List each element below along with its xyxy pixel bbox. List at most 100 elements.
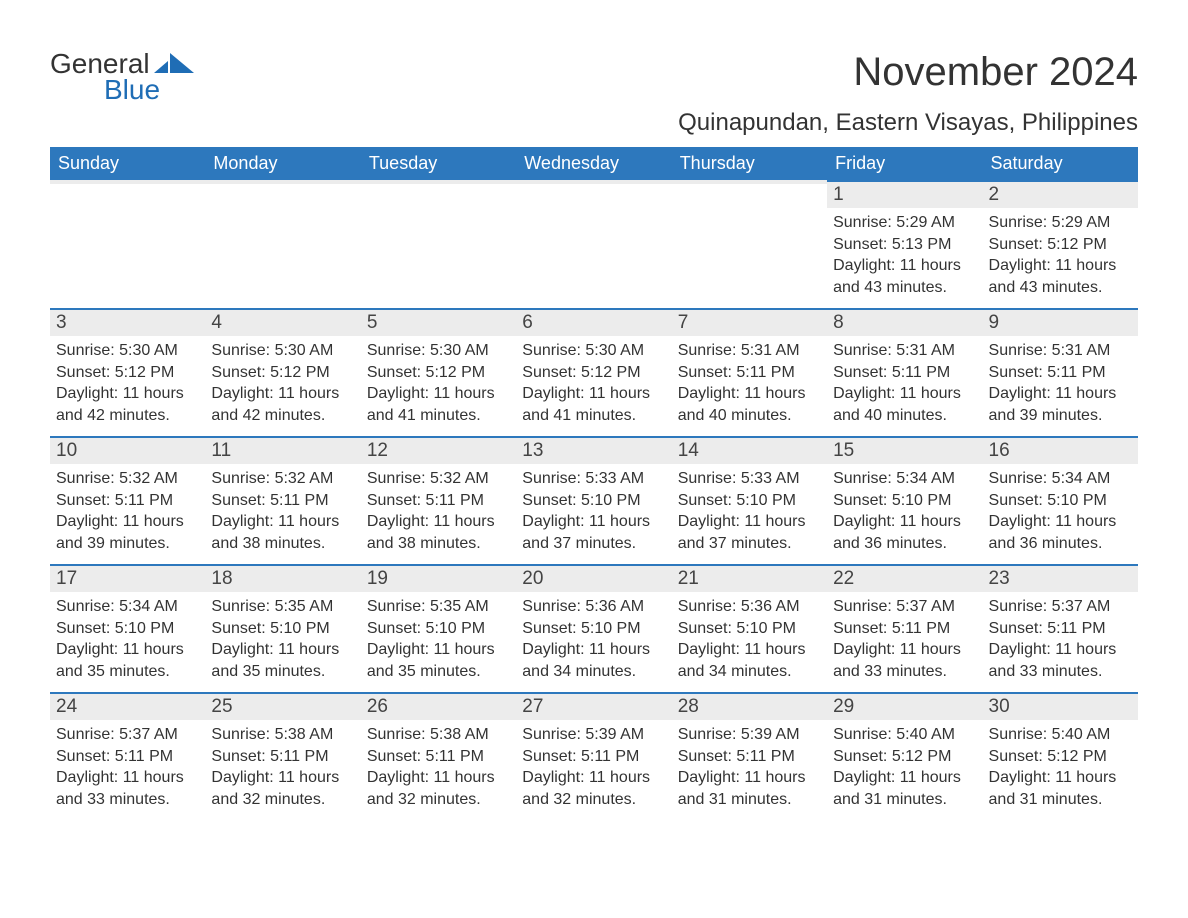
calendar-day-cell: 8Sunrise: 5:31 AMSunset: 5:11 PMDaylight… [827,308,982,436]
day-number: 11 [205,436,360,464]
weekday-header-row: Sunday Monday Tuesday Wednesday Thursday… [50,147,1138,180]
sunrise-text: Sunrise: 5:37 AM [833,596,976,618]
daylight-text: Daylight: 11 hours and 41 minutes. [522,383,665,426]
sunset-text: Sunset: 5:11 PM [989,618,1132,640]
sunrise-text: Sunrise: 5:30 AM [56,340,199,362]
day-number: 1 [827,180,982,208]
calendar-day-cell [361,180,516,308]
weekday-header: Friday [827,147,982,180]
sunset-text: Sunset: 5:11 PM [211,490,354,512]
sunset-text: Sunset: 5:12 PM [989,746,1132,768]
calendar-day-cell: 11Sunrise: 5:32 AMSunset: 5:11 PMDayligh… [205,436,360,564]
logo-word2: Blue [50,76,194,104]
day-details: Sunrise: 5:36 AMSunset: 5:10 PMDaylight:… [672,592,827,688]
sunrise-text: Sunrise: 5:31 AM [833,340,976,362]
day-number [672,180,827,184]
daylight-text: Daylight: 11 hours and 35 minutes. [367,639,510,682]
sunrise-text: Sunrise: 5:29 AM [833,212,976,234]
day-details: Sunrise: 5:34 AMSunset: 5:10 PMDaylight:… [983,464,1138,560]
day-details: Sunrise: 5:33 AMSunset: 5:10 PMDaylight:… [672,464,827,560]
daylight-text: Daylight: 11 hours and 33 minutes. [56,767,199,810]
calendar-week-row: 24Sunrise: 5:37 AMSunset: 5:11 PMDayligh… [50,692,1138,820]
calendar-day-cell: 29Sunrise: 5:40 AMSunset: 5:12 PMDayligh… [827,692,982,820]
day-details: Sunrise: 5:38 AMSunset: 5:11 PMDaylight:… [205,720,360,816]
sunset-text: Sunset: 5:10 PM [678,618,821,640]
sunset-text: Sunset: 5:12 PM [833,746,976,768]
calendar-day-cell: 26Sunrise: 5:38 AMSunset: 5:11 PMDayligh… [361,692,516,820]
daylight-text: Daylight: 11 hours and 43 minutes. [833,255,976,298]
sunrise-text: Sunrise: 5:37 AM [989,596,1132,618]
day-number: 8 [827,308,982,336]
sunrise-text: Sunrise: 5:34 AM [833,468,976,490]
sunrise-text: Sunrise: 5:32 AM [211,468,354,490]
day-number: 21 [672,564,827,592]
daylight-text: Daylight: 11 hours and 40 minutes. [833,383,976,426]
sunset-text: Sunset: 5:12 PM [211,362,354,384]
calendar-day-cell: 4Sunrise: 5:30 AMSunset: 5:12 PMDaylight… [205,308,360,436]
sunrise-text: Sunrise: 5:31 AM [989,340,1132,362]
calendar-day-cell: 7Sunrise: 5:31 AMSunset: 5:11 PMDaylight… [672,308,827,436]
sunrise-text: Sunrise: 5:30 AM [367,340,510,362]
daylight-text: Daylight: 11 hours and 42 minutes. [211,383,354,426]
day-details: Sunrise: 5:34 AMSunset: 5:10 PMDaylight:… [50,592,205,688]
day-number [50,180,205,184]
sunset-text: Sunset: 5:11 PM [522,746,665,768]
daylight-text: Daylight: 11 hours and 37 minutes. [678,511,821,554]
day-details: Sunrise: 5:36 AMSunset: 5:10 PMDaylight:… [516,592,671,688]
day-details: Sunrise: 5:40 AMSunset: 5:12 PMDaylight:… [983,720,1138,816]
day-number: 22 [827,564,982,592]
sunrise-text: Sunrise: 5:32 AM [367,468,510,490]
calendar-day-cell: 17Sunrise: 5:34 AMSunset: 5:10 PMDayligh… [50,564,205,692]
day-number: 2 [983,180,1138,208]
sunset-text: Sunset: 5:11 PM [211,746,354,768]
sunrise-text: Sunrise: 5:38 AM [367,724,510,746]
day-details: Sunrise: 5:32 AMSunset: 5:11 PMDaylight:… [205,464,360,560]
sunrise-text: Sunrise: 5:29 AM [989,212,1132,234]
day-details: Sunrise: 5:30 AMSunset: 5:12 PMDaylight:… [50,336,205,432]
calendar-day-cell: 9Sunrise: 5:31 AMSunset: 5:11 PMDaylight… [983,308,1138,436]
calendar-day-cell: 10 Sunrise: 5:32 AMSunset: 5:11 PMDayligh… [50,436,205,564]
sunset-text: Sunset: 5:10 PM [367,618,510,640]
daylight-text: Daylight: 11 hours and 33 minutes. [833,639,976,682]
calendar-day-cell: 2Sunrise: 5:29 AMSunset: 5:12 PMDaylight… [983,180,1138,308]
sunrise-text: Sunrise: 5:36 AM [522,596,665,618]
location: Quinapundan, Eastern Visayas, Philippine… [678,109,1138,137]
sunrise-text: Sunrise: 5:40 AM [989,724,1132,746]
daylight-text: Daylight: 11 hours and 36 minutes. [833,511,976,554]
weekday-header: Monday [205,147,360,180]
day-details: Sunrise: 5:33 AMSunset: 5:10 PMDaylight:… [516,464,671,560]
daylight-text: Daylight: 11 hours and 34 minutes. [678,639,821,682]
day-details: Sunrise: 5:40 AMSunset: 5:12 PMDaylight:… [827,720,982,816]
daylight-text: Daylight: 11 hours and 31 minutes. [678,767,821,810]
weekday-header: Wednesday [516,147,671,180]
sunset-text: Sunset: 5:11 PM [56,746,199,768]
day-number: 10 [50,436,205,464]
daylight-text: Daylight: 11 hours and 43 minutes. [989,255,1132,298]
calendar-week-row: 17Sunrise: 5:34 AMSunset: 5:10 PMDayligh… [50,564,1138,692]
day-number: 13 [516,436,671,464]
sunset-text: Sunset: 5:13 PM [833,234,976,256]
day-details: Sunrise: 5:34 AMSunset: 5:10 PMDaylight:… [827,464,982,560]
sunrise-text: Sunrise: 5:34 AM [56,596,199,618]
calendar-week-row: 10Sunrise: 5:32 AMSunset: 5:11 PMDayligh… [50,436,1138,564]
day-details: Sunrise: 5:39 AMSunset: 5:11 PMDaylight:… [516,720,671,816]
day-number: 16 [983,436,1138,464]
day-number: 23 [983,564,1138,592]
sunset-text: Sunset: 5:11 PM [678,746,821,768]
day-details: Sunrise: 5:29 AMSunset: 5:12 PMDaylight:… [983,208,1138,304]
daylight-text: Daylight: 11 hours and 39 minutes. [56,511,199,554]
daylight-text: Daylight: 11 hours and 39 minutes. [989,383,1132,426]
calendar-day-cell: 5Sunrise: 5:30 AMSunset: 5:12 PMDaylight… [361,308,516,436]
day-details: Sunrise: 5:31 AMSunset: 5:11 PMDaylight:… [672,336,827,432]
day-details: Sunrise: 5:30 AMSunset: 5:12 PMDaylight:… [361,336,516,432]
sunset-text: Sunset: 5:12 PM [989,234,1132,256]
sunrise-text: Sunrise: 5:32 AM [56,468,199,490]
day-details: Sunrise: 5:32 AMSunset: 5:11 PMDaylight:… [361,464,516,560]
sunrise-text: Sunrise: 5:33 AM [678,468,821,490]
sunrise-text: Sunrise: 5:34 AM [989,468,1132,490]
day-details: Sunrise: 5:37 AMSunset: 5:11 PMDaylight:… [983,592,1138,688]
calendar-day-cell: 22Sunrise: 5:37 AMSunset: 5:11 PMDayligh… [827,564,982,692]
calendar-day-cell: 27Sunrise: 5:39 AMSunset: 5:11 PMDayligh… [516,692,671,820]
day-details: Sunrise: 5:31 AMSunset: 5:11 PMDaylight:… [827,336,982,432]
sunset-text: Sunset: 5:11 PM [56,490,199,512]
